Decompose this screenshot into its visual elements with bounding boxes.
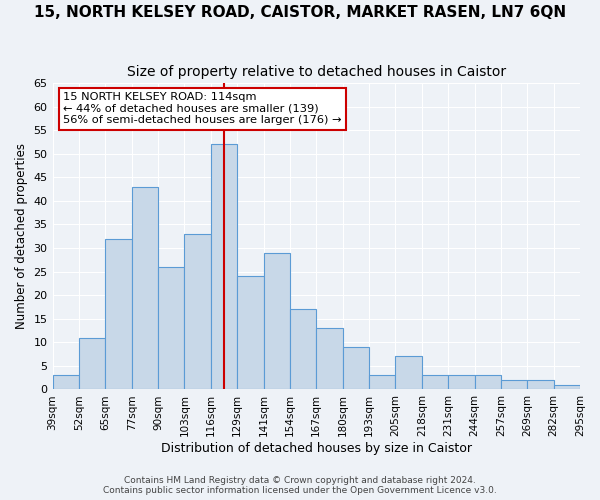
Bar: [316, 328, 343, 390]
Title: Size of property relative to detached houses in Caistor: Size of property relative to detached ho…: [127, 65, 506, 79]
Bar: [79, 338, 105, 390]
Bar: [158, 267, 184, 390]
Bar: [527, 380, 554, 390]
Bar: [422, 376, 448, 390]
Bar: [343, 347, 369, 390]
Bar: [448, 376, 475, 390]
Bar: [211, 144, 237, 390]
Bar: [131, 186, 158, 390]
Bar: [263, 252, 290, 390]
Text: 15 NORTH KELSEY ROAD: 114sqm
← 44% of detached houses are smaller (139)
56% of s: 15 NORTH KELSEY ROAD: 114sqm ← 44% of de…: [63, 92, 341, 126]
Y-axis label: Number of detached properties: Number of detached properties: [15, 143, 28, 329]
Bar: [475, 376, 501, 390]
Bar: [554, 384, 580, 390]
Bar: [501, 380, 527, 390]
X-axis label: Distribution of detached houses by size in Caistor: Distribution of detached houses by size …: [161, 442, 472, 455]
Bar: [237, 276, 263, 390]
Text: Contains HM Land Registry data © Crown copyright and database right 2024.
Contai: Contains HM Land Registry data © Crown c…: [103, 476, 497, 495]
Bar: [184, 234, 211, 390]
Text: 15, NORTH KELSEY ROAD, CAISTOR, MARKET RASEN, LN7 6QN: 15, NORTH KELSEY ROAD, CAISTOR, MARKET R…: [34, 5, 566, 20]
Bar: [395, 356, 422, 390]
Bar: [105, 238, 131, 390]
Bar: [53, 376, 79, 390]
Bar: [290, 310, 316, 390]
Bar: [369, 376, 395, 390]
